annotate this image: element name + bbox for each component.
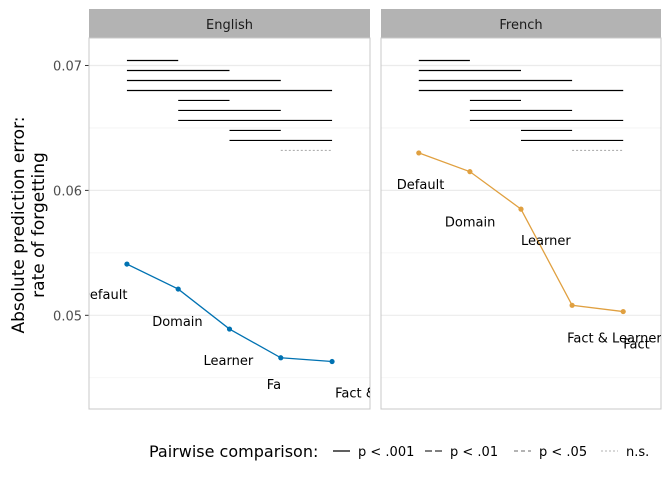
facet-strip xyxy=(89,9,370,38)
data-point xyxy=(467,169,473,175)
facet-strip-label: French xyxy=(499,18,542,33)
facet-strip-label: English xyxy=(206,18,253,33)
data-point xyxy=(518,206,524,212)
legend-label: n.s. xyxy=(626,445,649,460)
panel-border xyxy=(88,37,371,410)
data-point xyxy=(569,302,575,308)
y-tick-label: 0.07 xyxy=(53,59,82,74)
data-point xyxy=(329,358,335,365)
facet-panels: English Default Domain Learner Fa Fact & Lear… xyxy=(80,9,662,410)
y-axis-title-line-1: Absolute prediction error: xyxy=(9,117,29,334)
point-label: Domain xyxy=(152,315,202,330)
data-point xyxy=(124,261,130,267)
point-label: Fa xyxy=(267,378,281,393)
data-point xyxy=(226,326,233,332)
series-line xyxy=(418,152,624,313)
legend-label: p < .05 xyxy=(539,445,587,460)
y-axis-title-line-2: rate of forgetting xyxy=(29,152,49,298)
point-label: Learner xyxy=(204,354,254,369)
data-point xyxy=(278,355,284,361)
series-line xyxy=(126,263,333,363)
point-label: Fact xyxy=(623,338,650,353)
point-label: Learner xyxy=(521,234,571,249)
y-axis-title: Absolute prediction error: rate of forge… xyxy=(9,117,49,334)
legend-label: p < .001 xyxy=(358,445,414,460)
point-label: Fact & Learner xyxy=(567,331,662,346)
panel-border xyxy=(380,37,662,410)
facet-strip xyxy=(381,9,661,38)
data-point xyxy=(416,150,422,156)
y-tick-label: 0.06 xyxy=(53,184,82,199)
y-tick-label: 0.05 xyxy=(53,309,82,324)
point-label: Default xyxy=(80,288,128,303)
data-point xyxy=(175,286,181,292)
y-axis-ticks: 0.05 0.06 0.07 xyxy=(53,59,89,324)
legend-title: Pairwise comparison: xyxy=(149,442,318,461)
legend-label: p < .01 xyxy=(450,445,498,460)
legend: Pairwise comparison: p < .001 p < .01 p < … xyxy=(149,442,649,461)
point-label: Default xyxy=(397,178,445,193)
point-label: Domain xyxy=(445,216,495,231)
data-point xyxy=(620,308,626,315)
panel-english: English Default Domain Learner Fa Fact & Lear… xyxy=(80,9,430,410)
point-labels: Default Domain Learner Fa Fact & Learner xyxy=(80,288,430,402)
point-label: Fact & Learner xyxy=(335,387,430,402)
panel-french: French Default Domain Learner Fact & Learner… xyxy=(380,9,662,410)
